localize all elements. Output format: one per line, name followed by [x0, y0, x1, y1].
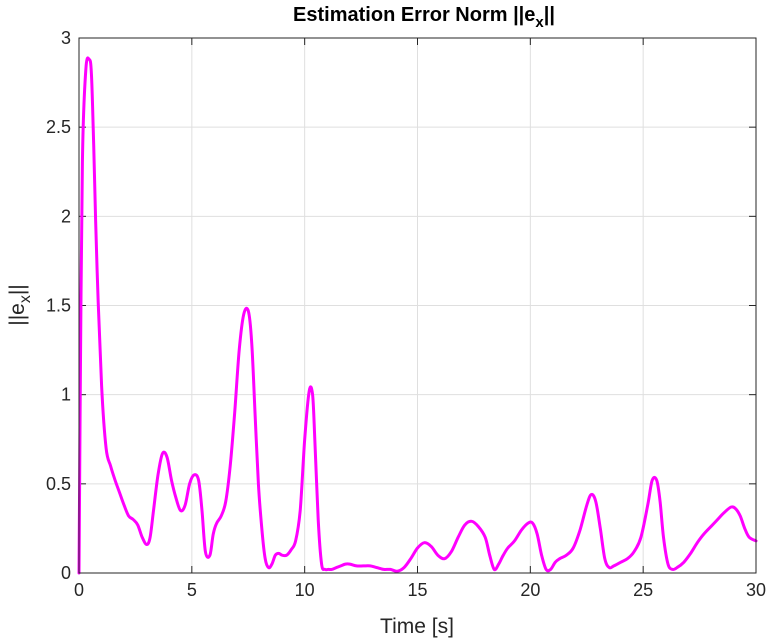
grid — [79, 38, 756, 573]
y-tick-label: 0.5 — [46, 474, 71, 494]
chart-title-suffix: || — [544, 4, 555, 26]
y-axis-label-suffix: || — [6, 284, 29, 295]
x-tick-label: 15 — [407, 580, 427, 600]
y-tick-label: 2.5 — [46, 117, 71, 137]
chart-title-main: Estimation Error Norm ||e — [293, 4, 535, 26]
x-tick-label: 30 — [746, 580, 766, 600]
y-axis-label-subscript: x — [17, 295, 34, 303]
y-tick-label: 2 — [61, 206, 71, 226]
y-tick-label: 3 — [61, 28, 71, 48]
x-tick-label: 5 — [187, 580, 197, 600]
y-tick-label: 1 — [61, 385, 71, 405]
y-axis-label: ||ex|| — [6, 284, 34, 326]
chart-title-subscript: x — [535, 14, 544, 31]
y-tick-label: 0 — [61, 563, 71, 583]
x-tick-label: 25 — [633, 580, 653, 600]
chart-title: Estimation Error Norm ||ex|| — [293, 4, 555, 31]
x-tick-label: 20 — [520, 580, 540, 600]
x-tick-label: 0 — [74, 580, 84, 600]
plot-frame — [78, 37, 757, 574]
x-tick-label: 10 — [295, 580, 315, 600]
y-axis-label-main: ||e — [6, 303, 29, 326]
x-axis-label: Time [s] — [380, 615, 454, 638]
x-tick-labels: 0 5 10 15 20 25 30 — [74, 580, 766, 600]
series-line — [77, 56, 758, 575]
y-tick-labels: 0 0.5 1 1.5 2 2.5 3 — [46, 28, 71, 583]
y-tick-label: 1.5 — [46, 296, 71, 316]
